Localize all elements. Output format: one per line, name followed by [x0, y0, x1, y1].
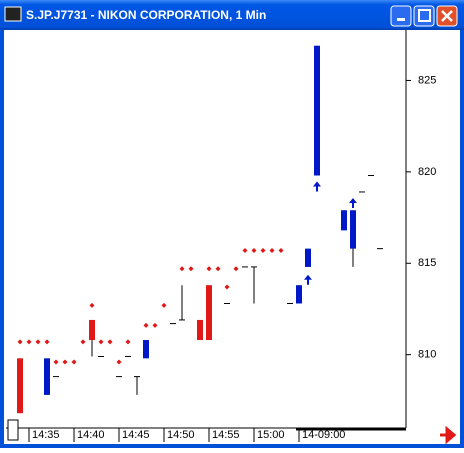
- x-tick-label: 14-09:00: [302, 429, 345, 441]
- sar-dot: [53, 359, 59, 365]
- candle-body: [143, 340, 149, 359]
- minimize-icon: [397, 18, 405, 21]
- y-tick-label: 825: [418, 74, 436, 86]
- signal-arrow: [313, 181, 321, 192]
- sar-dot: [89, 302, 95, 308]
- y-tick-label: 810: [418, 349, 436, 361]
- candle-body: [89, 319, 95, 341]
- sar-dot: [26, 339, 32, 345]
- candle-body: [305, 248, 311, 267]
- window-title: S.JP.J7731 - NIKON CORPORATION, 1 Min: [26, 8, 266, 22]
- sar-dot: [278, 247, 284, 253]
- sar-dot: [62, 359, 68, 365]
- candle-body: [296, 285, 302, 304]
- sar-dot: [80, 339, 86, 345]
- sar-dot: [269, 247, 275, 253]
- x-tick-label: 14:55: [212, 429, 240, 441]
- x-tick-label: 14:40: [77, 429, 105, 441]
- sar-dot: [233, 266, 239, 272]
- app-icon: [4, 6, 22, 22]
- candle-body: [350, 210, 356, 249]
- sar-dot: [125, 339, 131, 345]
- sar-dot: [188, 266, 194, 272]
- sar-dot: [17, 339, 23, 345]
- sar-dot: [98, 339, 104, 345]
- sar-dot: [143, 322, 149, 328]
- sar-dot: [44, 339, 50, 345]
- candle-body: [44, 358, 50, 395]
- sar-dot: [206, 266, 212, 272]
- y-tick-label: 820: [418, 166, 436, 178]
- sar-dot: [260, 247, 266, 253]
- signal-arrow: [349, 197, 357, 208]
- sar-dot: [107, 339, 113, 345]
- sar-dot: [161, 302, 167, 308]
- x-tick-label: 14:45: [122, 429, 150, 441]
- sar-dot: [116, 359, 122, 365]
- candle-body: [341, 210, 347, 231]
- sar-dot: [224, 284, 230, 290]
- client-area: [4, 30, 460, 444]
- close-icon: [441, 10, 453, 22]
- x-tick-label: 15:00: [257, 429, 285, 441]
- sar-dot: [35, 339, 41, 345]
- sar-dot: [71, 359, 77, 365]
- sar-dot: [152, 322, 158, 328]
- candle-body: [17, 358, 23, 414]
- candle-body: [197, 319, 203, 341]
- title-bar: [0, 0, 464, 30]
- y-tick-label: 815: [418, 257, 436, 269]
- x-tick-label: 14:50: [167, 429, 195, 441]
- scroll-arrow[interactable]: [440, 425, 457, 445]
- scroll-box[interactable]: [7, 419, 19, 441]
- signal-arrow: [304, 274, 312, 285]
- candle-body: [314, 45, 320, 176]
- sar-dot: [251, 247, 257, 253]
- sar-dot: [242, 247, 248, 253]
- sar-dot: [179, 266, 185, 272]
- maximize-icon: [418, 9, 431, 22]
- candle-body: [206, 285, 212, 341]
- sar-dot: [215, 266, 221, 272]
- x-tick-label: 14:35: [32, 429, 60, 441]
- minimize-button[interactable]: [390, 5, 412, 27]
